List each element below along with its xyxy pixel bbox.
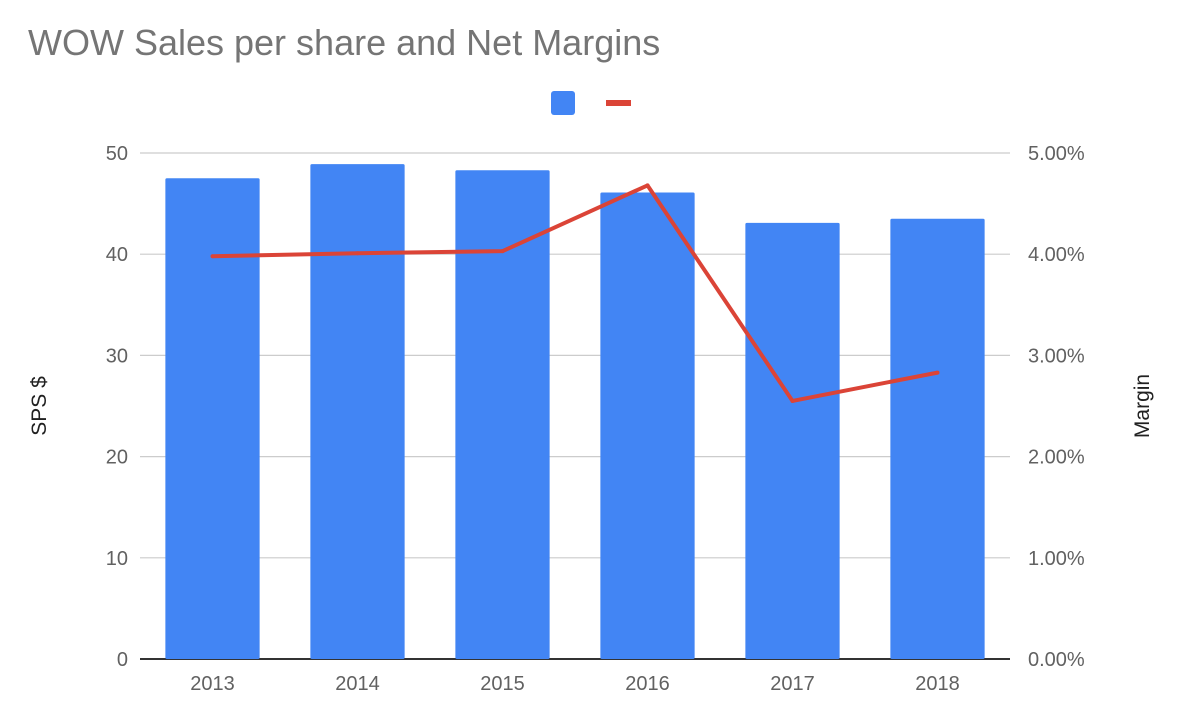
y-axis-left-title: SPS $ <box>28 376 51 436</box>
y-tick-label-left: 20 <box>106 447 128 469</box>
line-path <box>212 183 938 403</box>
y-axis-right-ticks: 0.00% 1.00% 2.00% 3.00% 4.00% 5.00% <box>1028 143 1085 671</box>
y-tick-label-left: 40 <box>106 244 128 266</box>
y-tick-label-right: 5.00% <box>1028 143 1085 165</box>
line-point <box>935 370 940 375</box>
chart-title: WOW Sales per share and Net Margins <box>28 22 661 63</box>
x-tick-label: 2018 <box>915 673 960 695</box>
x-tick-label: 2015 <box>480 673 525 695</box>
y-tick-label-left: 50 <box>106 143 128 165</box>
y-tick-label-left: 10 <box>106 548 128 570</box>
y-tick-label-right: 1.00% <box>1028 548 1085 570</box>
y-tick-label-right: 0.00% <box>1028 649 1085 671</box>
bar <box>745 222 840 659</box>
x-tick-label: 2013 <box>190 673 235 695</box>
x-tick-label: 2014 <box>335 673 380 695</box>
bar <box>165 178 260 660</box>
legend <box>551 91 631 115</box>
y-axis-left-ticks: 0 10 20 30 40 50 <box>106 143 128 671</box>
y-tick-label-right: 2.00% <box>1028 447 1085 469</box>
y-axis-right-title: Margin <box>1131 374 1154 438</box>
x-tick-label: 2017 <box>770 673 815 695</box>
line-point <box>500 249 505 254</box>
gridlines <box>140 152 1010 660</box>
line-series <box>210 183 940 403</box>
line-point <box>790 398 795 403</box>
legend-swatch-line <box>606 100 631 106</box>
bar <box>600 192 695 659</box>
bar <box>455 170 550 660</box>
line-point <box>210 254 215 259</box>
line-point <box>645 183 650 188</box>
y-tick-label-right: 3.00% <box>1028 345 1085 367</box>
x-axis-ticks: 2013 2014 2015 2016 2017 2018 <box>190 673 960 695</box>
bar-series <box>165 164 985 660</box>
line-point <box>355 251 360 256</box>
bar <box>310 164 405 659</box>
y-tick-label-left: 30 <box>106 345 128 367</box>
x-tick-label: 2016 <box>625 673 670 695</box>
y-tick-label-right: 4.00% <box>1028 244 1085 266</box>
legend-swatch-bar <box>551 91 575 115</box>
y-tick-label-left: 0 <box>117 649 128 671</box>
bar <box>890 218 985 659</box>
